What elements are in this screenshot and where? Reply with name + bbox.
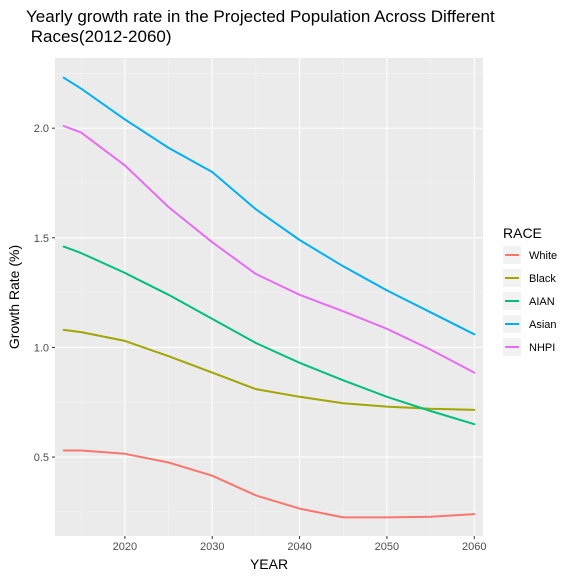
legend-label-white: White [529, 250, 557, 262]
plot-panel [55, 58, 483, 536]
x-tick-label: 2060 [462, 541, 486, 553]
legend-label-aian: AIAN [529, 296, 555, 308]
chart-title-line-1: Yearly growth rate in the Projected Popu… [26, 7, 495, 26]
y-tick-label: 1.0 [34, 342, 49, 354]
legend-title: RACE [503, 225, 542, 241]
x-tick-label: 2040 [287, 541, 311, 553]
grid-minor [55, 58, 483, 536]
x-tick-label: 2020 [113, 541, 137, 553]
legend-label-asian: Asian [529, 319, 557, 331]
series-line-black [62, 328, 476, 411]
y-tick-label: 1.5 [34, 233, 49, 245]
y-axis: 0.5 1.0 1.5 2.0 [34, 123, 55, 464]
legend: RACE White Black AIAN Asian NHPI [503, 225, 557, 356]
series-line-white [62, 449, 476, 519]
x-tick-label: 2030 [200, 541, 224, 553]
x-axis-title: YEAR [250, 556, 288, 572]
series-line-nhpi [62, 125, 476, 374]
y-tick-label: 2.0 [34, 123, 49, 135]
y-tick-label: 0.5 [34, 452, 49, 464]
y-axis-title: Growth Rate (%) [6, 245, 22, 349]
series-line-asian [62, 76, 476, 336]
legend-label-black: Black [529, 273, 556, 285]
x-axis: 2020 2030 2040 2050 2060 [113, 536, 487, 553]
legend-label-nhpi: NHPI [529, 342, 555, 354]
series-line-aian [62, 245, 476, 426]
x-tick-label: 2050 [375, 541, 399, 553]
chart-title-line-2: Races(2012-2060) [26, 27, 172, 46]
series-lines [62, 76, 476, 519]
grid-major [55, 58, 483, 536]
